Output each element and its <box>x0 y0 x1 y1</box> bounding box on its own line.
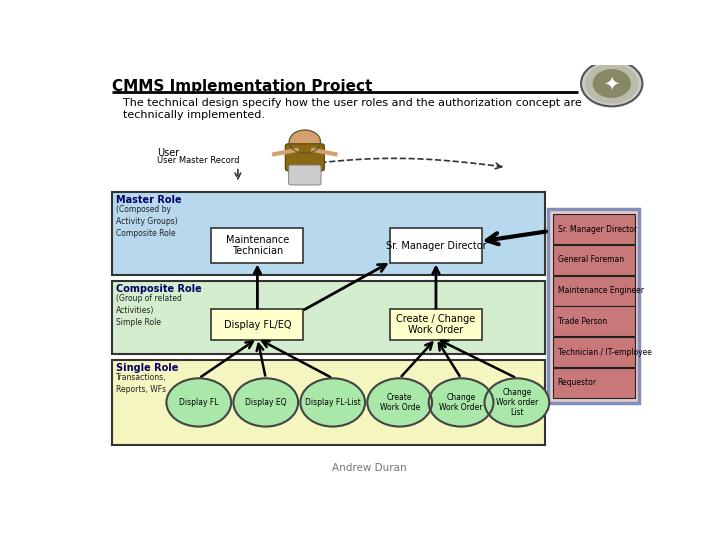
FancyBboxPatch shape <box>552 275 634 306</box>
Circle shape <box>585 64 638 103</box>
Circle shape <box>300 379 365 427</box>
Text: CMMS Implementation Project: CMMS Implementation Project <box>112 79 373 94</box>
Text: Sr. Manager Director: Sr. Manager Director <box>386 241 486 251</box>
Text: User Master Record: User Master Record <box>157 156 240 165</box>
FancyBboxPatch shape <box>212 309 303 340</box>
FancyBboxPatch shape <box>390 228 482 264</box>
Circle shape <box>166 379 231 427</box>
Text: Maintenance
Technician: Maintenance Technician <box>226 235 289 256</box>
FancyBboxPatch shape <box>285 144 324 171</box>
Text: Requestor: Requestor <box>557 379 597 387</box>
Text: Display FL: Display FL <box>179 398 219 407</box>
Text: Trade Person: Trade Person <box>557 317 607 326</box>
Text: Technician / IT-employee: Technician / IT-employee <box>557 348 652 356</box>
FancyBboxPatch shape <box>112 360 545 445</box>
FancyBboxPatch shape <box>552 245 634 275</box>
Text: Composite Role: Composite Role <box>116 285 202 294</box>
FancyBboxPatch shape <box>552 368 634 398</box>
Text: ✦: ✦ <box>603 74 620 93</box>
Text: User: User <box>157 148 179 158</box>
FancyBboxPatch shape <box>552 214 634 244</box>
Circle shape <box>289 130 320 153</box>
Circle shape <box>233 379 298 427</box>
FancyBboxPatch shape <box>112 192 545 275</box>
Circle shape <box>593 70 630 97</box>
Circle shape <box>367 379 432 427</box>
FancyBboxPatch shape <box>289 165 321 185</box>
Circle shape <box>485 379 549 427</box>
FancyBboxPatch shape <box>112 281 545 354</box>
Text: Change
Work order
List: Change Work order List <box>496 388 538 417</box>
Text: (Composed by
Activity Groups)
Composite Role: (Composed by Activity Groups) Composite … <box>116 205 178 238</box>
Text: Single Role: Single Role <box>116 363 179 373</box>
Text: Maintenance Engineer: Maintenance Engineer <box>557 286 644 295</box>
Text: Transactions,
Reports, WFs: Transactions, Reports, WFs <box>116 373 167 394</box>
Circle shape <box>428 379 493 427</box>
Text: Master Role: Master Role <box>116 195 182 205</box>
Text: Display FL/EQ: Display FL/EQ <box>224 320 291 330</box>
FancyBboxPatch shape <box>552 306 634 336</box>
Text: Create / Change
Work Order: Create / Change Work Order <box>396 314 476 335</box>
Text: General Foreman: General Foreman <box>557 255 624 264</box>
Text: The technical design specify how the user roles and the authorization concept ar: The technical design specify how the use… <box>124 98 582 120</box>
Text: Change
Work Order: Change Work Order <box>439 393 483 412</box>
Text: Display EQ: Display EQ <box>245 398 287 407</box>
FancyBboxPatch shape <box>548 208 639 403</box>
Text: Display FL-List: Display FL-List <box>305 398 361 407</box>
FancyBboxPatch shape <box>390 309 482 340</box>
Text: Create
Work Orde: Create Work Orde <box>379 393 420 412</box>
Text: (Group of related
Activities)
Simple Role: (Group of related Activities) Simple Rol… <box>116 294 182 327</box>
Circle shape <box>581 60 642 106</box>
Text: Sr. Manager Director: Sr. Manager Director <box>557 225 636 233</box>
FancyBboxPatch shape <box>552 337 634 367</box>
Text: Andrew Duran: Andrew Duran <box>332 463 406 473</box>
FancyBboxPatch shape <box>212 228 303 264</box>
